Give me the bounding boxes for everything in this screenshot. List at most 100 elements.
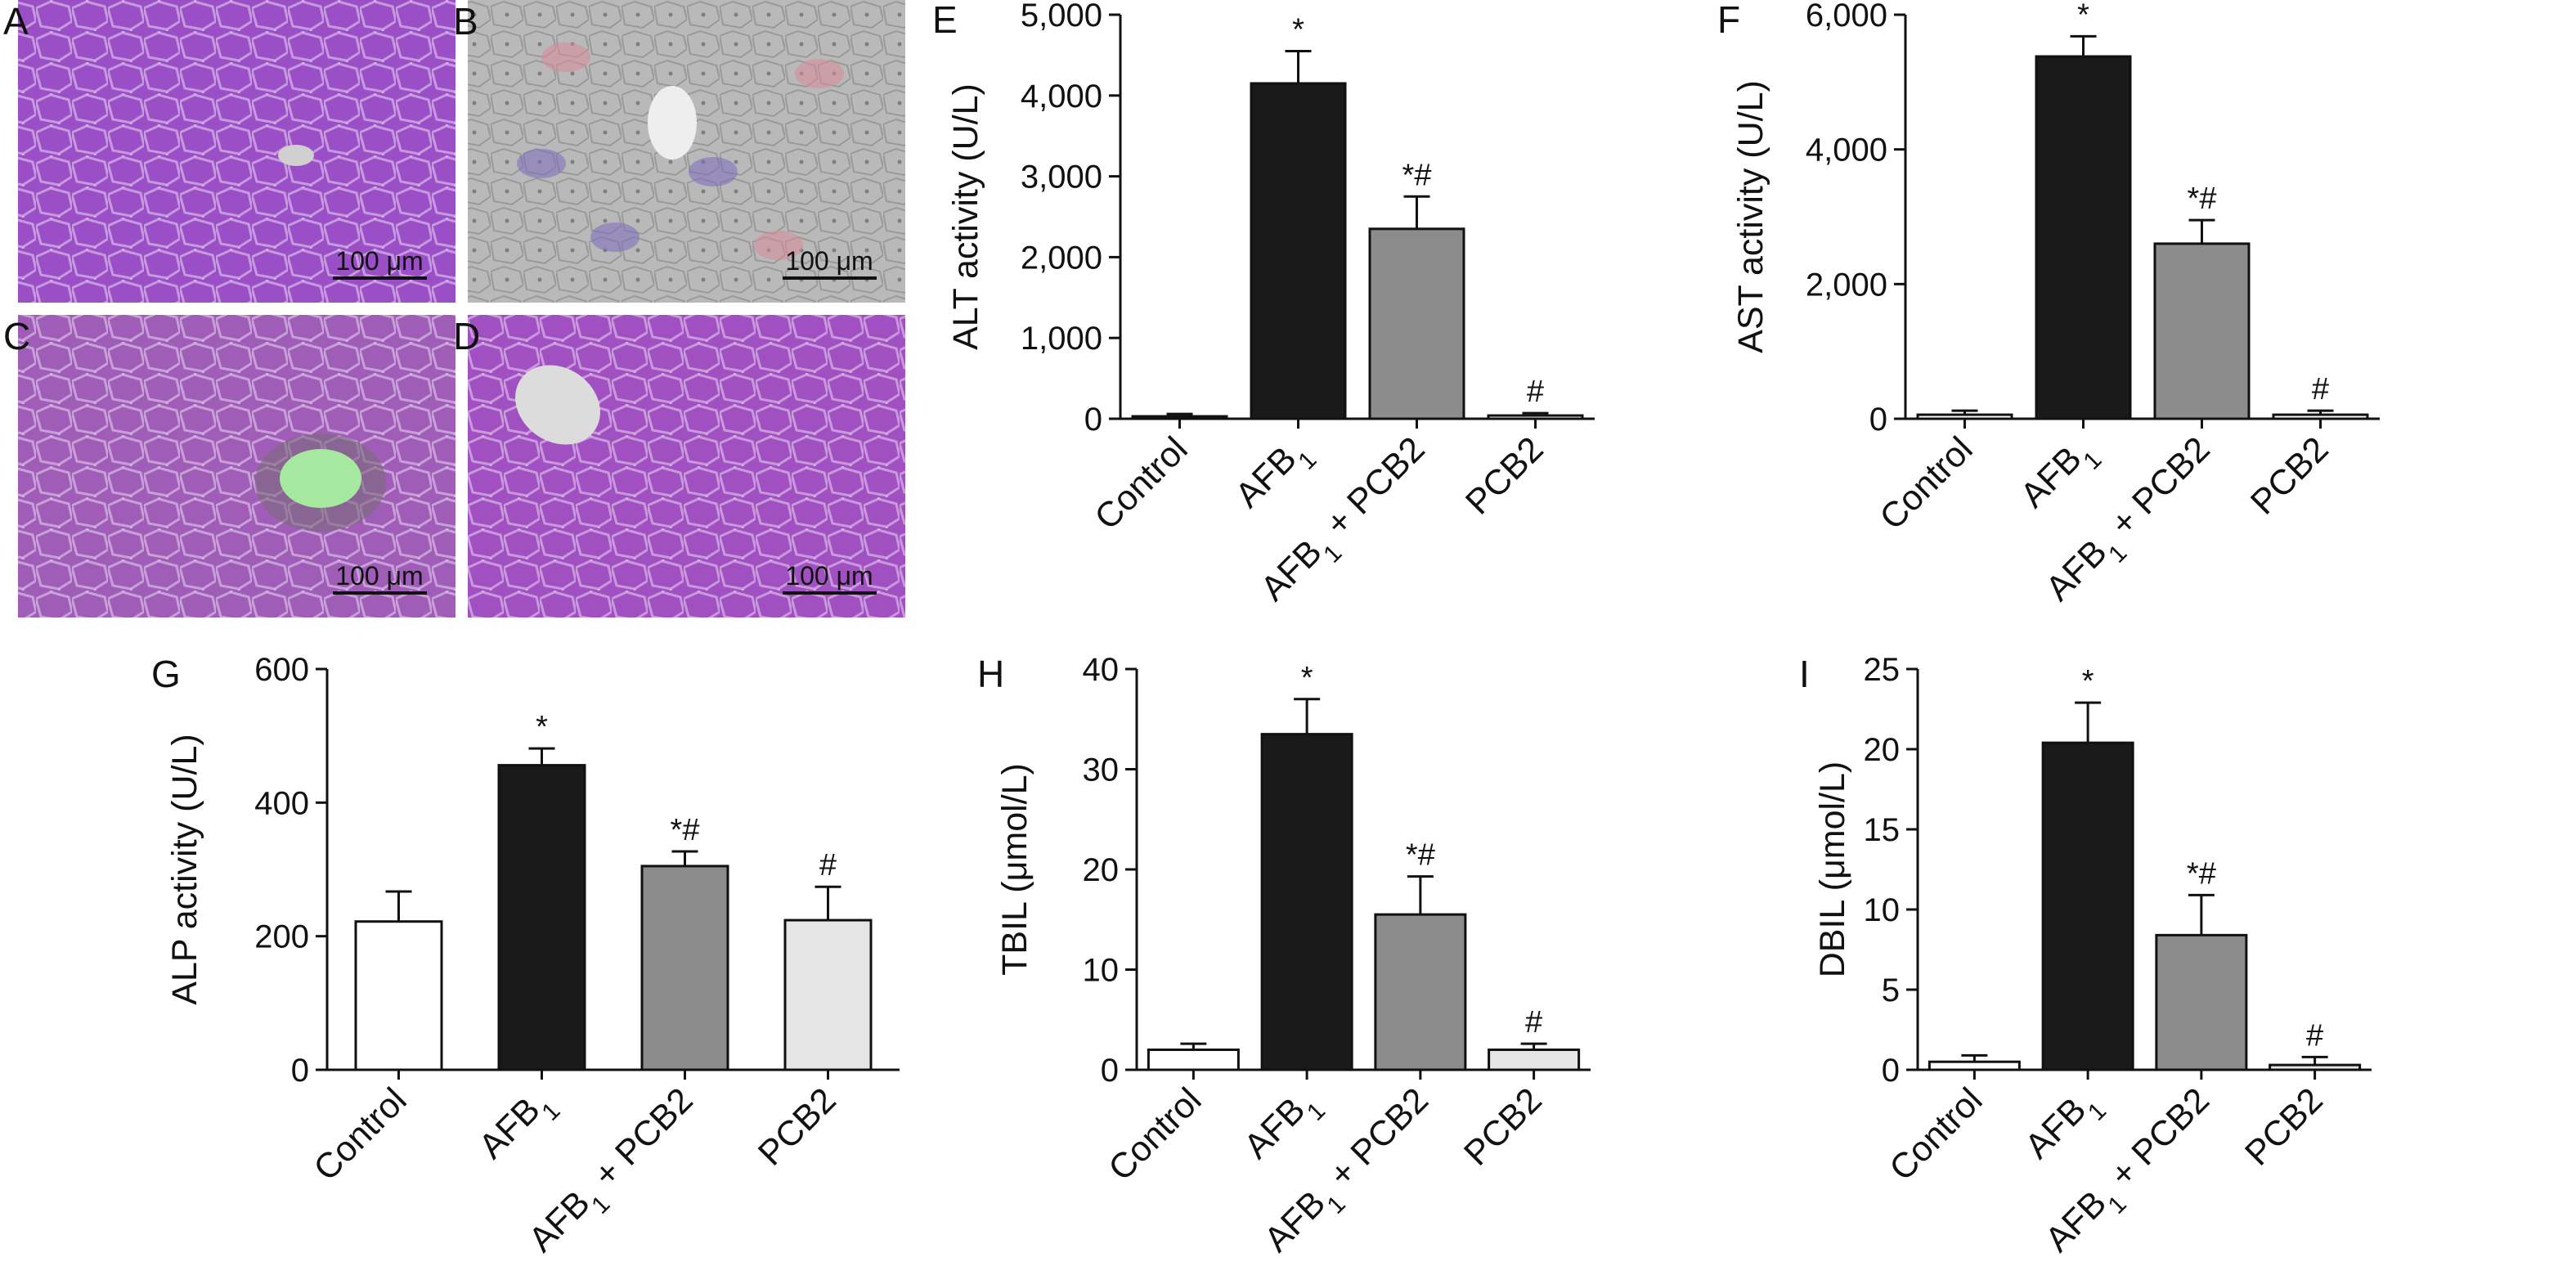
- bar: [2153, 242, 2251, 420]
- y-axis-label: DBIL (μmol/L): [1813, 761, 1852, 978]
- x-tick-label: Control: [307, 1080, 415, 1188]
- micrograph-d: D 100 μm: [453, 315, 905, 618]
- stain-patch: [517, 149, 566, 178]
- y-tick-label: 400: [254, 785, 309, 821]
- y-tick-label: 2,000: [1806, 267, 1887, 303]
- bar: [1487, 414, 1584, 420]
- micrograph-cells: [468, 315, 905, 618]
- panel-label: I: [1799, 653, 1810, 695]
- chart-g: G ALP activity (U/L) 0 200 400 600 Control * AFB…: [151, 652, 900, 1260]
- bar: [354, 920, 443, 1071]
- bar: [2041, 741, 2134, 1071]
- y-tick-label: 200: [254, 919, 309, 955]
- bar: [1131, 415, 1228, 420]
- y-tick-label: 30: [1083, 752, 1120, 788]
- micrograph-a: A 100 μm: [3, 0, 456, 303]
- stain-patch: [590, 222, 640, 252]
- y-tick-label: 10: [1083, 953, 1120, 989]
- scale-bar-label: 100 μm: [785, 561, 873, 591]
- panel-label: C: [3, 315, 30, 357]
- significance-mark: *: [2082, 664, 2094, 698]
- bar: [2272, 413, 2369, 420]
- scale-bar: [783, 591, 877, 595]
- y-axis-label: AST activity (U/L): [1731, 80, 1770, 353]
- significance-mark: *: [536, 710, 548, 744]
- significance-mark: #: [819, 848, 837, 883]
- micrograph-b: B 100 μm: [453, 0, 905, 303]
- significance-mark: *: [1301, 661, 1313, 695]
- y-tick-label: 15: [1864, 812, 1901, 848]
- significance-mark: *#: [2188, 182, 2217, 216]
- y-axis-label: ALT activity (U/L): [946, 83, 985, 350]
- significance-mark: #: [1525, 1005, 1542, 1040]
- scale-bar-label: 100 μm: [335, 246, 423, 276]
- x-tick-label: PCB2: [1458, 429, 1551, 522]
- significance-mark: *: [1292, 12, 1304, 47]
- x-tick-label: Control: [1101, 1080, 1209, 1188]
- y-tick-label: 5: [1882, 972, 1900, 1008]
- micrograph-cells: [18, 315, 456, 618]
- bar: [2155, 933, 2248, 1071]
- x-tick-label: PCB2: [1456, 1080, 1549, 1173]
- x-tick-label: Control: [1882, 1080, 1990, 1188]
- bar: [1147, 1049, 1240, 1071]
- bar: [1368, 227, 1465, 420]
- bar: [1928, 1060, 2021, 1071]
- stain-patch: [754, 231, 803, 260]
- panel-label: E: [932, 0, 958, 41]
- vein-lumen: [278, 145, 314, 166]
- x-tick-label: PCB2: [2237, 1080, 2330, 1173]
- significance-mark: *#: [1406, 838, 1435, 873]
- panel-label: F: [1717, 0, 1740, 41]
- y-tick-label: 0: [291, 1053, 309, 1089]
- chart-f: F AST activity (U/L) 0 2,000 4,000 6,000 Contr…: [1717, 0, 2380, 609]
- panel-label: D: [453, 315, 480, 357]
- x-tick-label: AFB1: [2013, 429, 2107, 523]
- bar: [640, 865, 729, 1071]
- bar: [2269, 1063, 2362, 1071]
- vein-lumen: [280, 449, 361, 508]
- significance-mark: #: [2312, 372, 2329, 406]
- micrographs: A 100 μm B 100 μm C 100 μm D 100 μm: [3, 0, 905, 618]
- panel-label: B: [453, 0, 478, 43]
- y-axis-label: ALP activity (U/L): [165, 734, 204, 1004]
- y-tick-label: 20: [1083, 852, 1120, 888]
- stain-patch: [795, 59, 844, 88]
- bar: [1916, 413, 2013, 420]
- y-axis-label: TBIL (μmol/L): [995, 763, 1034, 976]
- y-tick-label: 0: [1084, 402, 1102, 438]
- vein-lumen: [648, 86, 697, 159]
- y-tick-label: 2,000: [1021, 240, 1102, 276]
- x-tick-label: PCB2: [751, 1080, 843, 1173]
- micrograph-c: C 100 μm: [3, 315, 456, 618]
- vein-lumen: [515, 365, 600, 445]
- chart-e: E ALT activity (U/L) 0 1,000 2,000 3,000 4,000…: [932, 0, 1595, 609]
- y-tick-label: 0: [1882, 1053, 1900, 1089]
- y-tick-label: 40: [1083, 652, 1120, 688]
- x-tick-label: Control: [1088, 429, 1196, 537]
- x-tick-label: AFB1: [472, 1080, 565, 1174]
- y-tick-label: 6,000: [1806, 0, 1887, 34]
- stain-patch: [541, 43, 590, 72]
- bar: [783, 918, 873, 1071]
- significance-mark: *#: [1402, 158, 1432, 192]
- y-tick-label: 600: [254, 652, 309, 688]
- x-tick-label: AFB1: [1236, 1080, 1330, 1174]
- bar: [1250, 82, 1347, 420]
- stain-patch: [689, 157, 738, 186]
- bar: [1260, 733, 1353, 1071]
- y-tick-label: 10: [1864, 892, 1901, 928]
- significance-mark: #: [2306, 1018, 2323, 1053]
- x-tick-label: AFB1: [2017, 1080, 2111, 1174]
- significance-mark: *#: [2187, 856, 2216, 891]
- significance-mark: *#: [671, 813, 700, 847]
- significance-mark: *: [2077, 0, 2089, 32]
- y-tick-label: 0: [1101, 1053, 1119, 1089]
- y-tick-label: 20: [1864, 732, 1901, 768]
- y-tick-label: 1,000: [1021, 321, 1102, 357]
- bar: [497, 764, 586, 1071]
- scale-bar-label: 100 μm: [785, 246, 873, 276]
- y-tick-label: 4,000: [1806, 132, 1887, 168]
